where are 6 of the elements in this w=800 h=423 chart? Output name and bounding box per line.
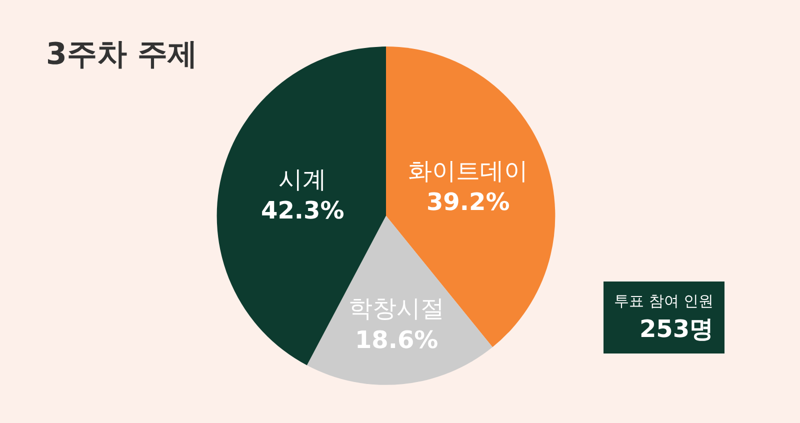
slice-label: 시계 [278, 165, 327, 194]
text: 투표 참여 인원 253명 [614, 292, 714, 344]
slice-label: 화이트데이 [408, 157, 528, 186]
chart-title: 3주차 주제 [46, 37, 198, 72]
data-label: 42.3% [261, 196, 344, 225]
data-label: 39.2% [426, 188, 510, 216]
